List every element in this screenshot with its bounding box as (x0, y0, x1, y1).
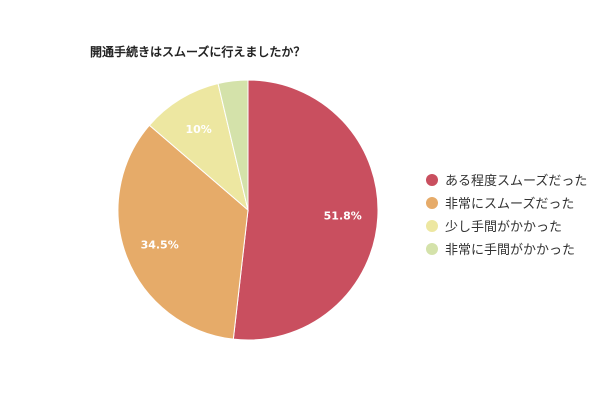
pie-slice[interactable] (217, 79, 249, 211)
legend-label: 少し手間がかかった (445, 220, 563, 235)
slice-data-label: 10% (185, 123, 211, 136)
chart-title: 開通手続きはスムーズに行えましたか？ (90, 45, 306, 59)
slice-data-label: 34.5% (141, 239, 179, 252)
legend-swatch-icon (426, 173, 438, 186)
legend-item[interactable]: 非常にスムーズだった (426, 191, 587, 214)
legend-label: 非常にスムーズだった (445, 197, 575, 212)
legend-swatch-icon (426, 196, 438, 209)
legend-label: 非常に手間がかかった (445, 243, 576, 258)
pie-slice[interactable] (148, 82, 249, 212)
slice-data-label: 51.8% (324, 209, 362, 222)
pie-slice[interactable] (117, 124, 249, 340)
legend-swatch-icon (426, 242, 438, 255)
legend-item[interactable]: ある程度スムーズだった (426, 168, 587, 191)
legend: ある程度スムーズだった 非常にスムーズだった 少し手間がかかった 非常に手間がか… (426, 168, 587, 260)
legend-item[interactable]: 非常に手間がかかった (426, 237, 587, 260)
legend-item[interactable]: 少し手間がかかった (426, 214, 587, 237)
pie-slice[interactable] (232, 79, 379, 341)
legend-swatch-icon (426, 219, 438, 232)
legend-label: ある程度スムーズだった (445, 174, 588, 189)
